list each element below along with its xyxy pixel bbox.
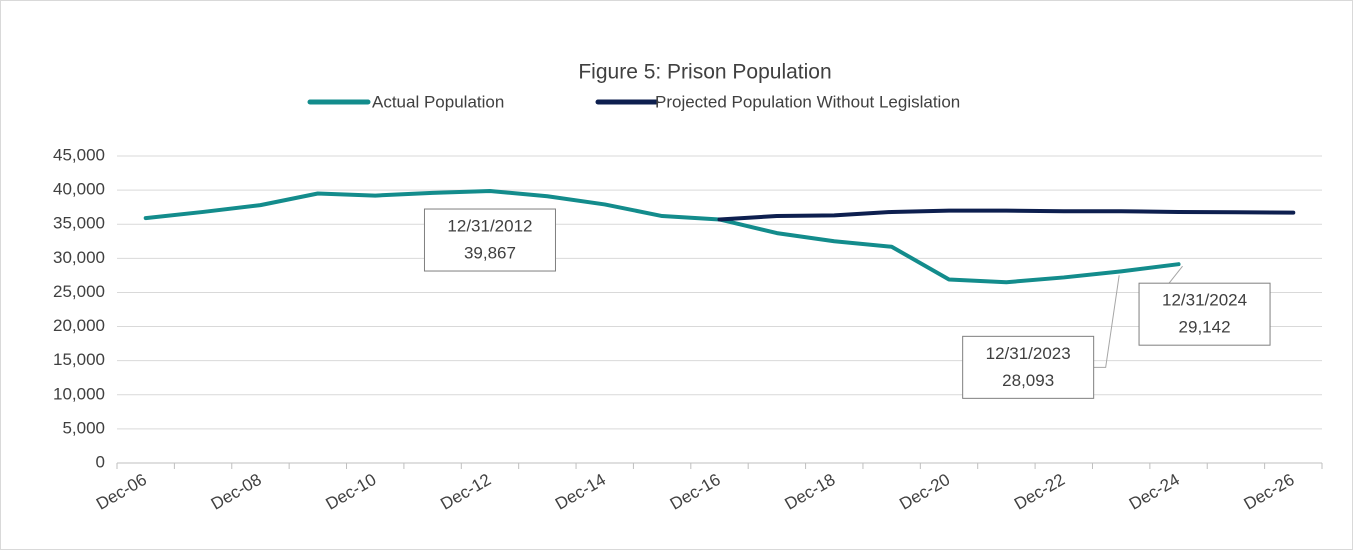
- y-tick-label: 0: [96, 452, 105, 471]
- y-tick-label: 45,000: [53, 145, 105, 164]
- data-label: 29,142: [1179, 318, 1231, 337]
- y-tick-label: 5,000: [62, 418, 105, 437]
- data-label-box: [423, 208, 556, 272]
- data-label: 39,867: [464, 244, 516, 263]
- series-line: [143, 189, 1181, 285]
- data-label-date: 12/31/2023: [986, 344, 1071, 363]
- y-tick-label: 20,000: [53, 316, 105, 335]
- data-label-box: [962, 335, 1095, 399]
- legend-label: Projected Population Without Legislation: [655, 92, 960, 111]
- y-tick-label: 30,000: [53, 248, 105, 267]
- data-label: 28,093: [1002, 371, 1054, 390]
- y-tick-label: 25,000: [53, 282, 105, 301]
- y-tick-label: 35,000: [53, 214, 105, 233]
- series-line: [717, 208, 1296, 222]
- y-tick-label: 15,000: [53, 350, 105, 369]
- chart-title: Figure 5: Prison Population: [578, 61, 831, 84]
- y-tick-label: 10,000: [53, 384, 105, 403]
- data-label-box: [1138, 282, 1271, 346]
- leader-line: [1168, 265, 1183, 284]
- data-label-date: 12/31/2012: [447, 217, 532, 236]
- legend-label: Actual Population: [372, 92, 504, 111]
- y-tick-label: 40,000: [53, 180, 105, 199]
- leader-line: [1093, 275, 1120, 368]
- data-label-date: 12/31/2024: [1162, 291, 1247, 310]
